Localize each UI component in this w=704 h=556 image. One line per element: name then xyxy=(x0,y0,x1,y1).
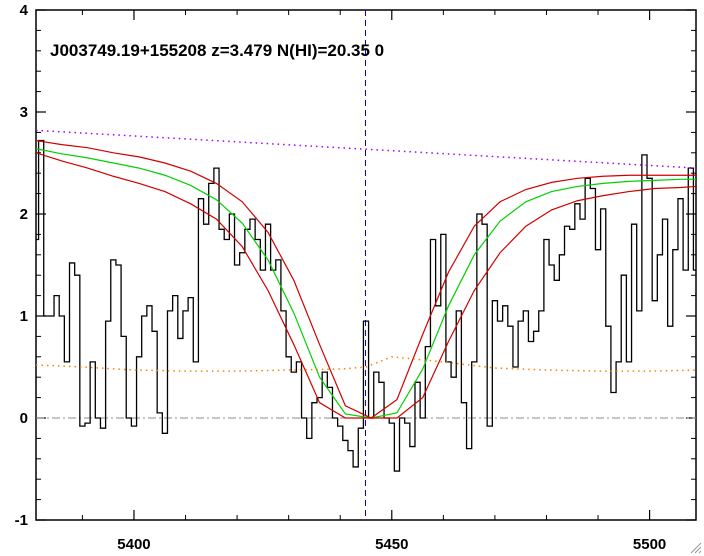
y-tick-label: 1 xyxy=(20,308,28,325)
fit-model-line xyxy=(36,148,696,419)
tick-labels: -1 0 1 2 3 4 5400 5450 5500 xyxy=(15,2,667,553)
y-tick-label: 2 xyxy=(20,206,28,223)
y-tick-label: 0 xyxy=(20,410,28,427)
plot-frame xyxy=(35,9,697,521)
fit-lower-bound xyxy=(36,152,696,419)
y-tick-label: -1 xyxy=(15,512,28,529)
continuum-line xyxy=(36,129,696,169)
x-tick-label: 5450 xyxy=(375,536,408,553)
axis-ticks xyxy=(36,9,696,521)
y-tick-label: 4 xyxy=(20,2,29,19)
error-spectrum xyxy=(36,356,696,372)
x-tick-label: 5400 xyxy=(117,536,150,553)
y-tick-label: 3 xyxy=(20,104,28,121)
series-layer xyxy=(36,10,696,520)
x-tick-label: 5500 xyxy=(633,536,666,553)
resize-grip-icon[interactable] xyxy=(690,542,702,554)
flux-spectrum xyxy=(36,139,696,472)
chart-title: J003749.19+155208 z=3.479 N(HI)=20.35 0 xyxy=(50,41,384,60)
